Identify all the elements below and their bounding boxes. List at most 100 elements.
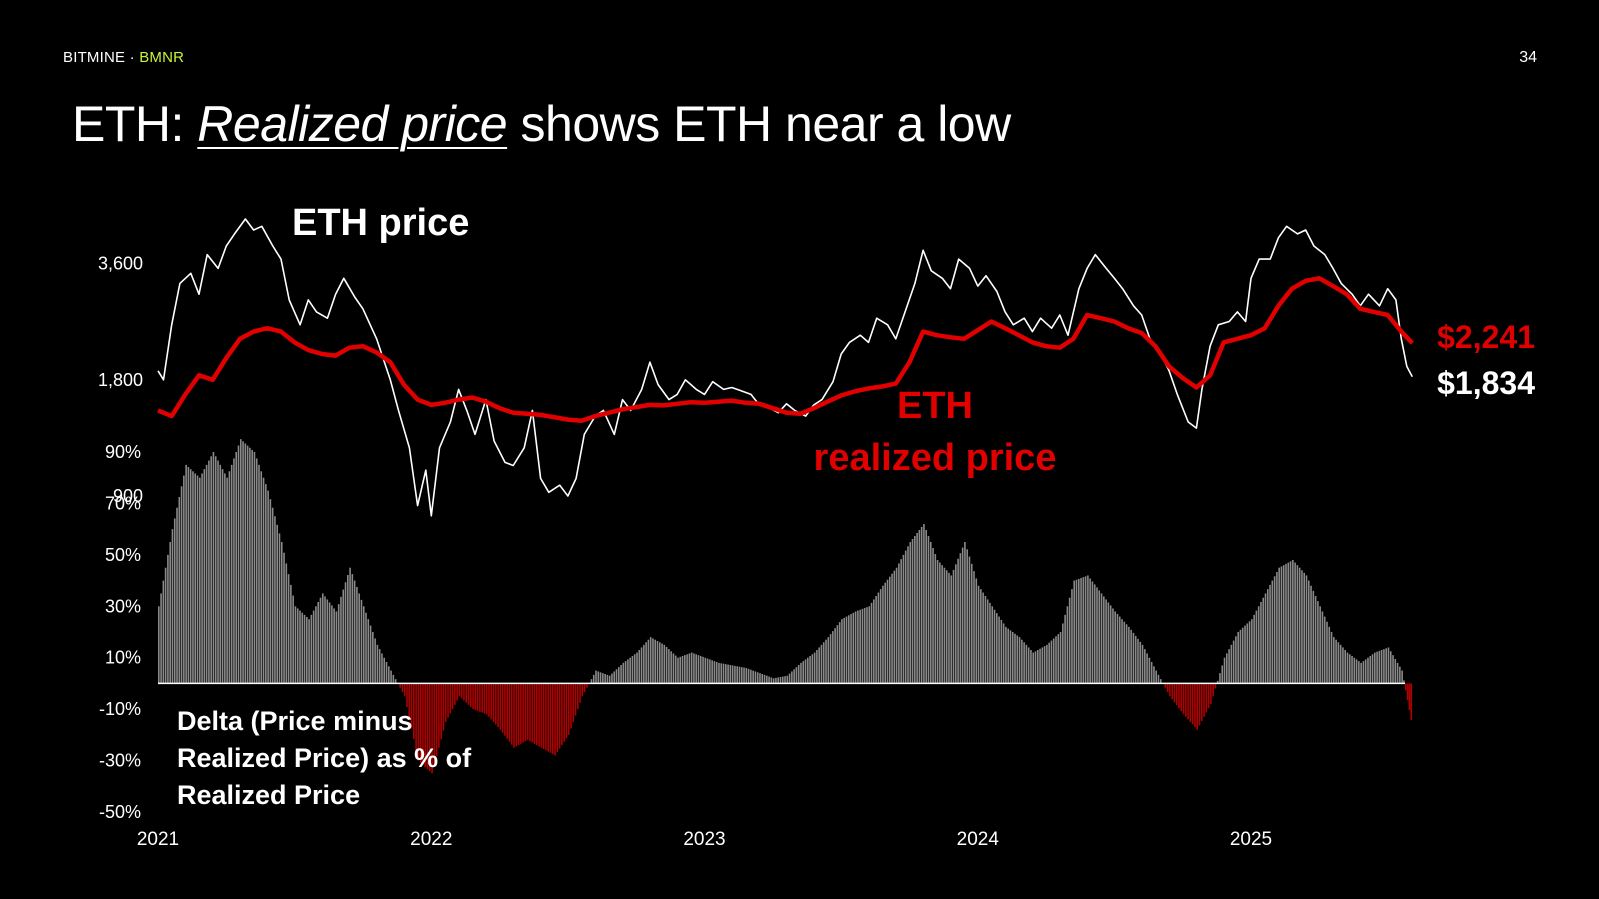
delta-bar — [547, 683, 549, 752]
delta-bar — [1075, 579, 1078, 684]
delta-bar — [781, 676, 784, 684]
delta-bar — [1358, 661, 1360, 684]
delta-bar — [1018, 637, 1021, 684]
delta-bar — [1068, 597, 1071, 684]
delta-bar — [249, 447, 251, 684]
delta-bar — [1100, 593, 1103, 684]
upper-y-tick-label: 1,800 — [98, 370, 143, 390]
delta-bar — [1289, 561, 1292, 684]
delta-bar — [1255, 610, 1258, 684]
delta-bar — [292, 595, 294, 684]
delta-bar — [665, 647, 668, 684]
delta-bar — [545, 683, 547, 751]
delta-bar — [299, 610, 301, 684]
delta-bar — [1030, 650, 1032, 684]
delta-bar — [923, 524, 925, 684]
delta-bar — [1157, 674, 1160, 684]
delta-bar — [1232, 640, 1235, 684]
delta-bar — [508, 683, 511, 742]
delta-bar — [902, 554, 905, 684]
delta-bar — [392, 674, 395, 684]
delta-bar — [975, 578, 978, 684]
delta-bar — [1230, 644, 1233, 684]
delta-bar — [294, 606, 297, 684]
delta-bar — [365, 612, 367, 684]
delta-bar — [435, 683, 438, 757]
delta-bar — [1271, 580, 1274, 684]
delta-bar — [970, 563, 973, 684]
delta-bar — [684, 655, 686, 684]
delta-bar — [1109, 605, 1112, 684]
delta-bar — [367, 619, 370, 684]
delta-bar — [1032, 652, 1035, 684]
delta-bar — [581, 683, 584, 697]
delta-bar — [592, 674, 595, 684]
delta-bar — [572, 683, 575, 722]
delta-bar — [1159, 679, 1162, 684]
delta-bar — [1155, 670, 1157, 684]
delta-bar — [198, 477, 201, 684]
lower-y-tick-label: 10% — [105, 648, 141, 668]
delta-bar — [1310, 585, 1312, 684]
delta-bar — [1128, 626, 1130, 684]
delta-bar — [875, 596, 877, 684]
delta-bar — [479, 683, 481, 712]
delta-bar — [606, 674, 609, 684]
delta-bar — [697, 655, 700, 684]
delta-bar — [1180, 683, 1183, 712]
delta-bar — [495, 683, 497, 725]
delta-label-line3: Realized Price — [177, 780, 360, 810]
delta-bar — [957, 558, 959, 684]
delta-bar — [337, 604, 340, 684]
delta-bar — [303, 614, 306, 684]
delta-bar — [693, 653, 695, 684]
delta-bar — [1210, 683, 1212, 704]
delta-bar — [403, 683, 406, 697]
delta-bar — [1200, 683, 1203, 722]
delta-bar — [932, 548, 934, 684]
delta-bar — [1203, 683, 1205, 717]
delta-bar — [1121, 619, 1123, 684]
delta-bar — [362, 606, 365, 684]
delta-bar — [162, 580, 165, 684]
delta-bar — [1305, 575, 1308, 684]
delta-bar — [611, 673, 613, 684]
delta-bar — [1023, 642, 1025, 684]
delta-bar — [406, 683, 408, 707]
delta-bar — [1394, 659, 1397, 684]
delta-bar — [900, 559, 902, 684]
delta-bar — [1241, 627, 1244, 684]
delta-bar — [663, 644, 666, 684]
delta-bar — [779, 677, 782, 684]
delta-bar — [750, 669, 752, 684]
delta-bar — [615, 669, 618, 684]
delta-bar — [1164, 683, 1167, 688]
delta-bar — [681, 656, 684, 684]
delta-bar — [672, 653, 675, 684]
delta-bar — [335, 611, 338, 684]
delta-bar — [180, 486, 183, 684]
delta-bar — [1059, 632, 1062, 684]
delta-bar — [847, 615, 850, 684]
delta-bar — [394, 679, 397, 684]
delta-bar — [759, 673, 761, 684]
delta-bar — [187, 467, 190, 684]
delta-bar — [1194, 683, 1196, 728]
delta-bar — [859, 609, 861, 684]
delta-bar — [1344, 650, 1347, 684]
delta-bar — [882, 585, 884, 684]
lower-y-tick-label: 70% — [105, 493, 141, 513]
delta-bar — [1082, 577, 1085, 684]
delta-bar — [426, 683, 429, 770]
delta-bar — [656, 641, 659, 684]
delta-bar — [1134, 635, 1137, 684]
delta-bar — [417, 683, 420, 761]
delta-bar — [285, 563, 288, 684]
delta-bar — [214, 456, 217, 684]
delta-bar — [1050, 640, 1053, 684]
delta-bar — [1107, 602, 1110, 684]
delta-bar — [877, 592, 880, 684]
brand-ticker: BMNR — [139, 49, 185, 66]
eth-price-end-value: $1,834 — [1437, 365, 1535, 401]
delta-bar — [178, 497, 181, 684]
